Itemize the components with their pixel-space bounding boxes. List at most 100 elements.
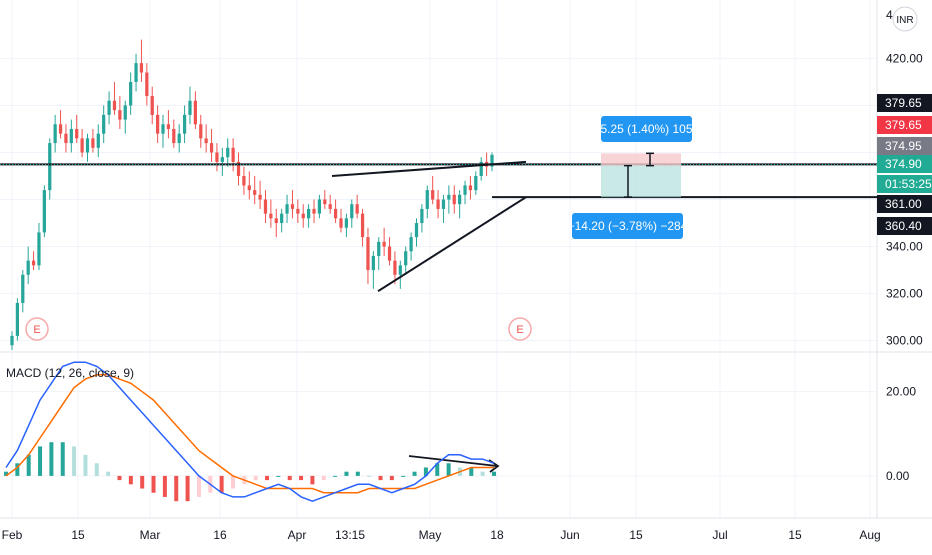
candle-body <box>156 114 160 134</box>
measure-zone-down[interactable] <box>601 165 681 198</box>
macd-histogram-bar <box>4 471 8 476</box>
candle-body <box>317 199 322 214</box>
time-axis-label: 15 <box>71 528 85 542</box>
candle-body <box>328 204 332 209</box>
candle-body <box>404 251 408 266</box>
currency-button[interactable] <box>892 6 918 32</box>
macd-histogram-bar <box>117 475 122 481</box>
price-badge-bg <box>877 116 932 134</box>
macd-histogram-bar <box>151 475 156 493</box>
candle-body <box>290 204 295 209</box>
macd-histogram-bar <box>49 442 54 476</box>
candle-body <box>296 208 300 214</box>
candle-body <box>377 241 381 256</box>
price-badge-bg <box>877 217 932 235</box>
macd-histogram-bar <box>94 463 99 476</box>
earnings-marker-label: E <box>516 324 523 336</box>
candle-body <box>414 223 419 238</box>
macd-histogram-bar <box>310 475 315 485</box>
macd-histogram-bar <box>355 471 360 476</box>
macd-histogram-bar <box>26 454 31 476</box>
time-axis-label: Mar <box>140 528 161 542</box>
macd-histogram-bar <box>287 475 292 481</box>
price-badge-bg <box>877 137 932 155</box>
candle-body <box>48 143 52 191</box>
earnings-marker[interactable] <box>508 317 532 341</box>
candle-body <box>220 157 224 162</box>
price-badge: 379.65 <box>885 118 922 132</box>
price-badge: 379.65 <box>885 96 922 110</box>
candle-body <box>420 208 424 224</box>
macd-title: MACD (12, 26, close, 9) <box>6 366 134 380</box>
candle-body <box>172 128 176 144</box>
macd-histogram-bar <box>276 475 281 477</box>
candle-body <box>425 190 429 209</box>
candle-body <box>182 114 187 134</box>
candle-body <box>15 302 20 336</box>
candle-body <box>215 152 219 162</box>
time-axis-label: 15 <box>629 528 643 542</box>
candle-body <box>112 100 117 111</box>
price-axis-label: 420.00 <box>886 51 923 65</box>
macd-histogram-bar <box>72 446 77 476</box>
currency-label: INR <box>896 15 913 26</box>
macd-divergence-line[interactable] <box>408 455 498 467</box>
candle-body <box>21 274 25 303</box>
candle-body <box>204 138 208 144</box>
price-badge: 374.90 <box>885 157 922 171</box>
price-badge-bg <box>877 155 932 173</box>
macd-histogram-bar <box>299 475 304 481</box>
macd-line <box>5 361 495 503</box>
macd-histogram-bar <box>185 475 190 502</box>
candle-body <box>209 143 214 153</box>
macd-histogram-bar <box>230 475 235 489</box>
trendline-lower[interactable] <box>377 196 527 293</box>
candle-body <box>134 63 138 82</box>
candle-body <box>226 147 230 158</box>
macd-histogram-bar <box>15 463 20 476</box>
macd-histogram-bar <box>128 475 133 485</box>
price-badge: 360.40 <box>885 219 922 233</box>
macd-histogram-bar <box>401 475 406 477</box>
candle-body <box>123 105 127 120</box>
earnings-marker[interactable] <box>25 317 49 341</box>
time-axis-label: Apr <box>288 528 307 542</box>
time-axis-label: May <box>419 528 442 542</box>
price-badge: 01:53:25 <box>885 177 932 191</box>
candle-body <box>58 124 63 134</box>
drawings[interactable]: 5.25 (1.40%) 105 −14.20 (−3.78%) −284 E E <box>0 116 877 473</box>
macd-signal-line <box>5 374 494 494</box>
measure-down-label: −14.20 (−3.78%) −284 <box>568 219 688 233</box>
candle-body <box>166 124 171 129</box>
candle-body <box>350 204 354 219</box>
candle-body <box>263 199 268 214</box>
macd-histogram-bar <box>253 475 258 481</box>
candle-body <box>431 190 435 200</box>
price-badge-bg <box>877 195 932 213</box>
time-axis-label: Feb <box>2 528 23 542</box>
macd-histogram-bar <box>321 475 326 481</box>
candle-body <box>242 176 246 186</box>
trendline-upper[interactable] <box>331 160 527 177</box>
macd-histogram-bar <box>83 454 88 476</box>
macd-histogram-bar <box>412 471 417 476</box>
macd-axis-label: 20.00 <box>886 385 916 399</box>
macd-histogram-bar <box>480 471 485 476</box>
candle-body <box>474 176 478 191</box>
earnings-marker-label: E <box>33 324 40 336</box>
candle-body <box>344 218 348 228</box>
candle-body <box>247 185 251 191</box>
price-badge: 361.00 <box>885 197 922 211</box>
measure-zone-up[interactable] <box>601 153 681 166</box>
candle-body <box>150 96 154 115</box>
candle-body <box>382 241 386 247</box>
candle-body <box>280 213 284 224</box>
candle-body <box>355 204 359 214</box>
candle-body <box>274 218 278 224</box>
candle-body <box>161 124 165 134</box>
candle-body <box>193 100 197 125</box>
candle-body <box>253 190 257 195</box>
candle-body <box>323 199 327 205</box>
